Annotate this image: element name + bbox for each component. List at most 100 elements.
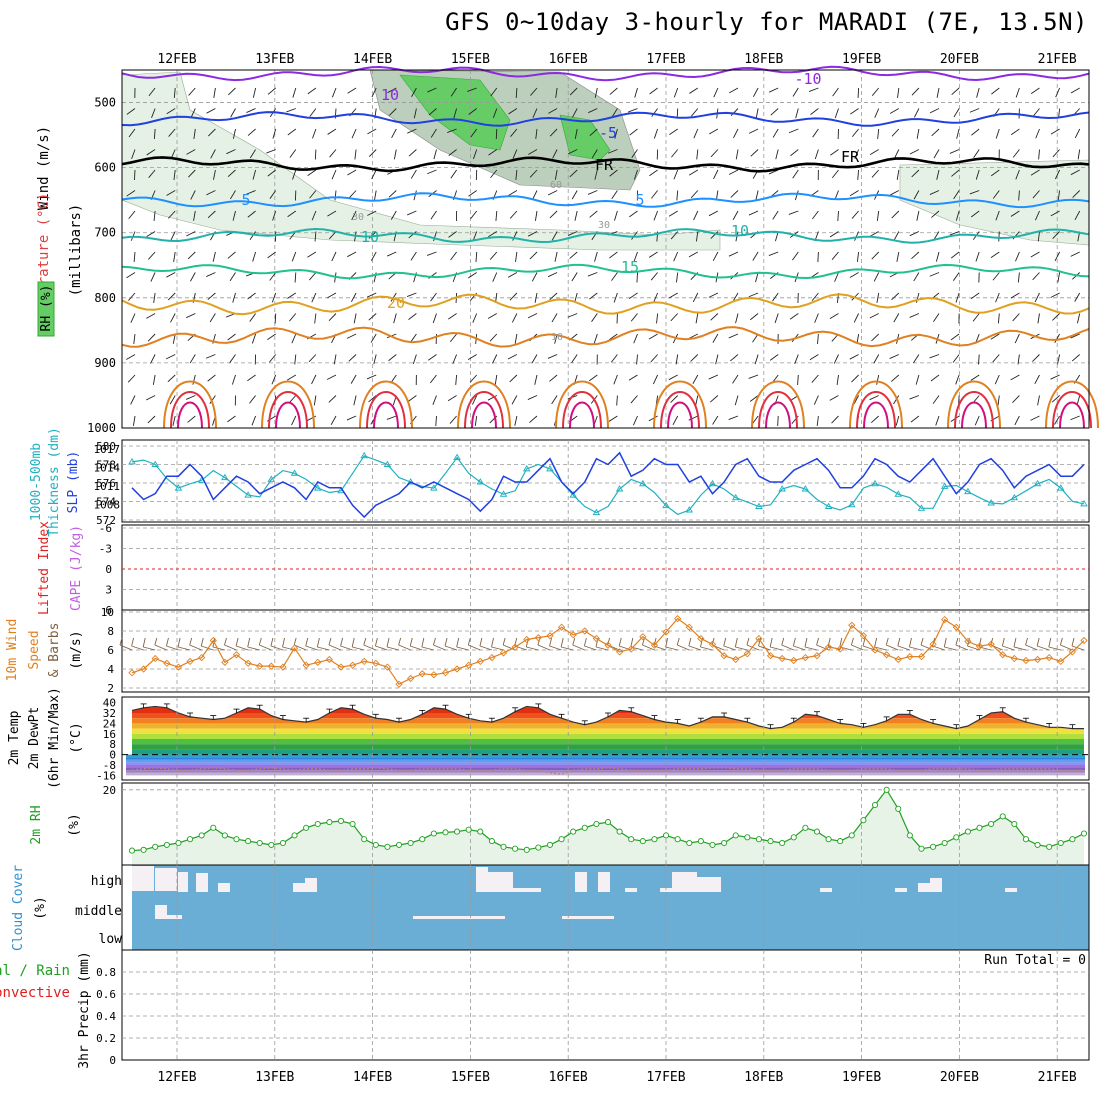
wind-speed-marker	[453, 665, 461, 673]
wind-barb	[328, 313, 337, 322]
wind-barb	[188, 87, 196, 96]
isotherm-loop	[163, 380, 217, 429]
wind-barb	[430, 292, 437, 302]
wind-barb	[710, 313, 719, 321]
wind-barb-10m	[804, 637, 808, 648]
date-label-bottom: 19FEB	[842, 1070, 881, 1085]
wind-speed-marker	[128, 669, 136, 677]
wind-barb	[975, 251, 980, 262]
wind-barb	[391, 128, 397, 139]
y-axis-label-cloud-unit: (%)	[33, 896, 48, 919]
rh-marker	[152, 843, 159, 850]
wind-barb	[353, 395, 357, 406]
wind-barb	[346, 333, 357, 339]
rh-marker	[953, 834, 960, 841]
rh-marker	[802, 824, 809, 831]
wind-barb	[748, 210, 759, 216]
thickness-marker	[639, 479, 647, 487]
wind-barb	[851, 128, 859, 138]
y-tick-label-precip: 0.6	[96, 988, 116, 1001]
wind-barb-10m	[433, 637, 436, 646]
wind-speed-marker	[987, 640, 995, 648]
thickness-marker	[128, 458, 136, 465]
wind-barb	[133, 333, 136, 344]
wind-10m-panel	[121, 609, 1090, 693]
wind-barb	[548, 108, 558, 114]
wind-barb	[670, 395, 679, 403]
wind-barb	[551, 231, 558, 241]
rh-marker	[825, 836, 832, 843]
wind-barb	[549, 128, 558, 137]
wind-barb	[611, 190, 618, 200]
isotherm-loop	[1052, 391, 1092, 429]
contour-label: 30	[352, 212, 364, 223]
wind-barb	[153, 292, 156, 303]
wind-barb	[387, 87, 397, 94]
wind-barb	[207, 292, 216, 300]
wind-barb	[205, 354, 216, 359]
wind-barb	[1032, 272, 1040, 281]
wind-barb	[929, 272, 940, 277]
thickness-marker	[546, 465, 554, 472]
wind-barb	[128, 292, 136, 301]
wind-barb	[992, 190, 1000, 199]
wind-barb	[696, 149, 699, 160]
rh-marker	[1080, 830, 1088, 837]
rh-marker	[128, 847, 136, 854]
wind-barb	[950, 251, 960, 259]
isotherm-loop	[562, 391, 602, 429]
wind-barb	[755, 108, 759, 119]
wind-barb	[408, 149, 417, 157]
wind-barb	[348, 354, 357, 362]
wind-barb	[891, 128, 900, 137]
wind-speed-marker	[882, 651, 891, 659]
wind-barb	[229, 190, 236, 200]
wind-barb	[413, 108, 417, 119]
wind-barb	[710, 395, 719, 403]
wind-barb	[673, 251, 679, 262]
wind-barb	[274, 313, 277, 324]
wind-speed-marker	[256, 662, 264, 670]
rh-marker	[140, 846, 147, 853]
wind-speed-marker	[511, 643, 519, 651]
wind-barb	[691, 108, 699, 117]
wind-barb-10m	[328, 637, 332, 646]
wind-barb	[512, 231, 518, 241]
wind-barb	[995, 128, 1000, 139]
wind-barb	[509, 292, 518, 301]
wind-barb	[829, 231, 839, 238]
wind-barb	[611, 108, 618, 118]
wind-barb	[470, 128, 478, 138]
wind-barb	[933, 313, 940, 323]
wind-barb	[998, 231, 1000, 242]
contour-label: FR	[841, 148, 860, 166]
wind-barb	[386, 251, 397, 257]
contour-label: 10	[731, 222, 749, 240]
wind-speed-marker	[488, 653, 496, 662]
wind-barb	[247, 210, 256, 218]
wind-barb	[913, 108, 920, 118]
wind-barb	[609, 87, 618, 95]
wind-barb	[168, 128, 176, 137]
wind-barb	[834, 108, 839, 119]
wind-barb	[148, 251, 156, 260]
wind-barb	[252, 87, 257, 98]
thickness-marker	[801, 485, 810, 492]
wind-barb-10m	[398, 637, 402, 646]
contour-label: 30	[598, 220, 610, 231]
wind-barb	[511, 395, 518, 405]
wind-barb	[567, 313, 578, 318]
thickness-marker	[685, 506, 694, 513]
rh-marker	[616, 828, 623, 835]
rh-marker	[419, 836, 426, 843]
wind-speed-marker	[639, 633, 647, 641]
wind-barb	[266, 149, 276, 154]
wind-barb-10m	[433, 644, 446, 651]
y-axis-label-wind-speed: Speed	[27, 630, 42, 669]
cloud-row-label: high	[91, 874, 122, 889]
wind-barb	[427, 169, 437, 175]
thickness-marker	[244, 491, 252, 498]
wind-barb-10m	[421, 637, 425, 648]
rh-marker	[628, 836, 635, 843]
wind-barb	[126, 272, 136, 279]
